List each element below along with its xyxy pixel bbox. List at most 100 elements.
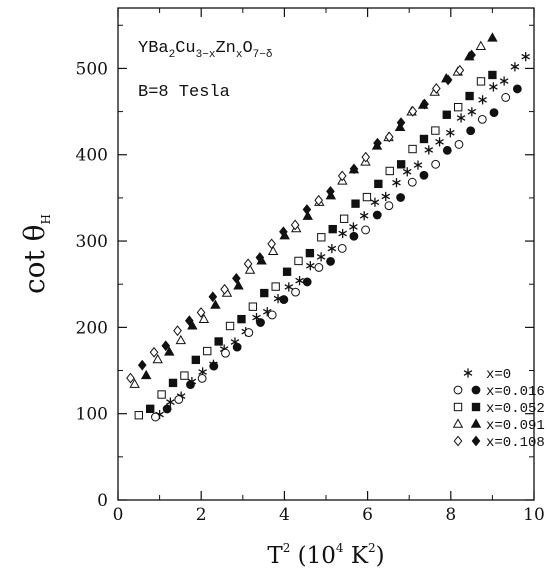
data-point bbox=[295, 276, 304, 286]
data-points bbox=[126, 32, 530, 422]
data-point-stroke bbox=[446, 129, 455, 136]
data-point-stroke bbox=[381, 193, 391, 200]
data-point-stroke bbox=[166, 399, 175, 405]
x-tick-label: 8 bbox=[445, 505, 456, 525]
data-point bbox=[431, 126, 440, 135]
data-point-stroke bbox=[392, 179, 401, 186]
data-point bbox=[210, 299, 221, 309]
data-point-stroke bbox=[327, 245, 337, 252]
legend-marker bbox=[463, 368, 473, 378]
data-point bbox=[271, 282, 280, 291]
data-point bbox=[419, 134, 429, 144]
x-axis-label-units: (10 bbox=[290, 543, 336, 569]
data-point bbox=[279, 226, 288, 238]
x-axis-label-t: T bbox=[267, 543, 283, 569]
data-point bbox=[467, 107, 477, 117]
y-tick-label: 100 bbox=[76, 405, 108, 425]
data-point bbox=[510, 62, 520, 72]
data-point bbox=[443, 74, 453, 86]
x-tick-label: 2 bbox=[196, 505, 207, 525]
data-point bbox=[392, 178, 401, 188]
data-point bbox=[487, 32, 498, 42]
data-point-stroke bbox=[349, 224, 358, 230]
data-point bbox=[489, 82, 498, 92]
legend-label: x=0.016 bbox=[486, 384, 545, 400]
data-point bbox=[431, 159, 441, 169]
data-point bbox=[467, 49, 476, 61]
legend-marker-filled bbox=[470, 418, 482, 428]
series-4 bbox=[126, 49, 476, 384]
series-2 bbox=[134, 70, 497, 420]
data-point bbox=[314, 194, 324, 206]
y-tick-label: 200 bbox=[76, 318, 108, 338]
x-axis-label-sup: 2 bbox=[283, 541, 291, 555]
data-point bbox=[209, 361, 219, 371]
data-point bbox=[255, 252, 265, 263]
data-point bbox=[221, 348, 230, 358]
chart-title-field: B=8 Tesla bbox=[138, 83, 230, 102]
data-point bbox=[408, 105, 418, 117]
data-point bbox=[175, 334, 187, 345]
plot-frame bbox=[117, 7, 535, 501]
legend-label: x=0.091 bbox=[486, 418, 545, 434]
title-subscript: 2 bbox=[169, 49, 176, 61]
data-point bbox=[455, 64, 465, 76]
x-axis-label-k-exp: 2 bbox=[368, 541, 376, 555]
data-point-stroke bbox=[359, 212, 369, 219]
data-point bbox=[408, 144, 417, 154]
data-point bbox=[466, 126, 476, 136]
data-point bbox=[384, 201, 394, 211]
legend-marker-stroke bbox=[463, 370, 473, 376]
data-point bbox=[168, 378, 178, 388]
data-point bbox=[290, 219, 300, 231]
data-point bbox=[316, 252, 326, 262]
data-point bbox=[198, 313, 210, 324]
legend-label: x=0.052 bbox=[486, 401, 545, 417]
data-point bbox=[339, 214, 349, 223]
x-axis-label: T2 (104 K2) bbox=[267, 541, 384, 569]
data-point bbox=[431, 83, 441, 94]
data-point bbox=[220, 283, 229, 295]
data-point bbox=[196, 307, 206, 318]
title-text: YBa bbox=[138, 39, 169, 58]
data-point bbox=[197, 373, 207, 383]
data-point-stroke bbox=[316, 254, 326, 260]
data-point-stroke bbox=[295, 277, 304, 284]
legend-marker-filled bbox=[471, 402, 481, 412]
data-point bbox=[435, 137, 444, 147]
data-point bbox=[454, 139, 464, 149]
data-point bbox=[317, 233, 326, 242]
data-point bbox=[413, 160, 423, 170]
y-axis-label-sub: H bbox=[39, 214, 53, 224]
data-point bbox=[161, 340, 171, 352]
data-point bbox=[477, 114, 487, 124]
data-point-stroke bbox=[489, 84, 498, 90]
legend-marker-open bbox=[453, 435, 463, 447]
data-point-stroke bbox=[424, 147, 434, 153]
data-point bbox=[407, 177, 417, 187]
data-point-stroke bbox=[478, 96, 487, 103]
data-point bbox=[174, 395, 184, 404]
data-point bbox=[373, 137, 382, 149]
data-point bbox=[381, 191, 391, 202]
data-point bbox=[385, 166, 394, 176]
x-tick-label: 6 bbox=[362, 505, 373, 525]
data-point bbox=[233, 280, 244, 290]
y-tick-label: 300 bbox=[76, 232, 108, 252]
data-point bbox=[260, 288, 269, 298]
data-point bbox=[152, 353, 163, 364]
x-axis-label-exp: 4 bbox=[336, 541, 344, 555]
data-point bbox=[351, 199, 360, 208]
data-point bbox=[454, 102, 463, 112]
x-tick-label: 0 bbox=[113, 505, 124, 525]
data-point bbox=[184, 315, 194, 327]
data-point bbox=[349, 222, 358, 232]
data-point bbox=[396, 193, 406, 202]
title-subscript: 7−δ bbox=[253, 49, 273, 61]
data-point bbox=[475, 40, 487, 50]
data-point bbox=[244, 328, 254, 337]
y-tick-label: 500 bbox=[76, 59, 108, 79]
x-tick-label: 4 bbox=[279, 505, 290, 525]
